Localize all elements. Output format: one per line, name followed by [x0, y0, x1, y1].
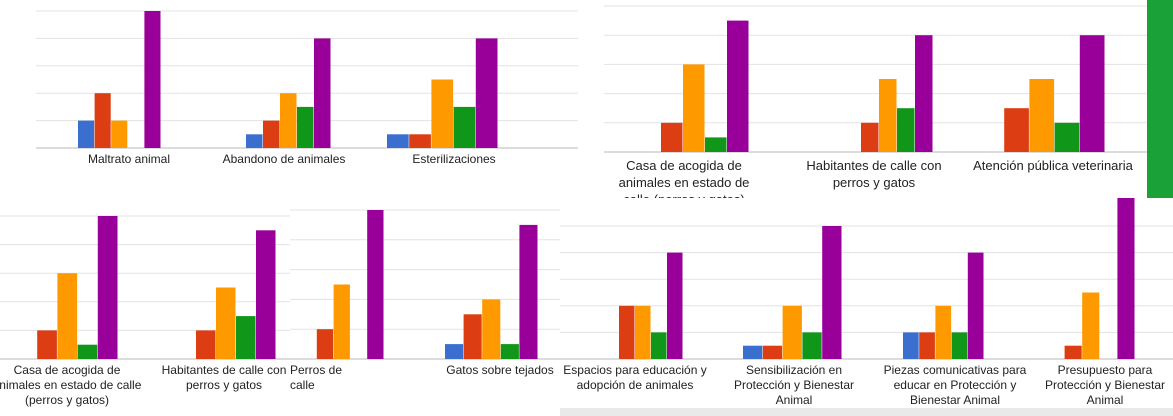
bar — [1029, 79, 1054, 152]
bar — [903, 332, 919, 359]
bar — [968, 253, 984, 359]
chart-5-category-label: Sensibilización en Protección y Bienesta… — [724, 363, 864, 408]
chart-panel-2: Casa de acogida de animales en estado de… — [604, 0, 1148, 200]
chart-5-category-label: Espacios para educación y adopción de an… — [560, 363, 710, 393]
bar — [111, 121, 127, 148]
chart-panel-5: Espacios para educación y adopción de an… — [560, 198, 1173, 416]
bar — [334, 285, 350, 360]
bottom-gray-band — [560, 408, 1173, 416]
bar — [263, 121, 280, 148]
bar — [256, 230, 276, 359]
bar — [431, 80, 453, 149]
bar — [445, 344, 463, 359]
bar — [783, 306, 802, 359]
bar — [935, 306, 951, 359]
bar — [1065, 346, 1082, 359]
chart-4-category-label: Gatos sobre tejados — [440, 363, 560, 378]
bar — [661, 123, 683, 152]
bar — [367, 210, 383, 359]
bar — [919, 332, 935, 359]
bar — [879, 79, 897, 152]
bar — [861, 123, 879, 152]
bar — [683, 64, 705, 152]
bar — [317, 329, 333, 359]
bar — [78, 345, 98, 359]
chart-1-category-label: Maltrato animal — [58, 152, 200, 167]
chart-2-category-label: Atención pública veterinaria — [962, 157, 1144, 174]
bar — [651, 332, 667, 359]
bar — [236, 316, 256, 359]
bar — [1055, 123, 1080, 152]
chart-1-category-label: Esterilizaciones — [383, 152, 525, 167]
chart-4-category-label: Perros de calle — [290, 363, 360, 393]
chart-2-category-label: Casa de acogida de animales en estado de… — [609, 157, 759, 199]
chart-3-category-label: Habitantes de calle con perros y gatos — [158, 363, 290, 393]
bar — [246, 134, 263, 148]
bar — [802, 332, 821, 359]
bar — [37, 330, 57, 359]
bar — [409, 134, 431, 148]
bar — [952, 332, 968, 359]
bar — [1082, 293, 1099, 360]
bar — [216, 288, 236, 360]
chart-2-category-label: Habitantes de calle con perros y gatos — [800, 157, 948, 191]
bar — [57, 273, 77, 359]
chart-5-category-label: Presupuesto para Protección y Bienestar … — [1030, 363, 1173, 408]
chart-panel-3: Casa de acogida de animales en estado de… — [0, 198, 290, 416]
bar — [280, 93, 297, 148]
bar — [743, 346, 762, 359]
chart-1-category-label: Abandono de animales — [213, 152, 355, 167]
bar — [454, 107, 476, 148]
bar — [619, 306, 635, 359]
bar — [897, 108, 915, 152]
chart-3-category-label: Casa de acogida de animales en estado de… — [0, 363, 142, 408]
bar — [297, 107, 314, 148]
bar — [95, 93, 111, 148]
bar — [915, 35, 933, 152]
bar — [144, 11, 160, 148]
bar — [1117, 198, 1134, 359]
chart-panel-4: Perros de calle Gatos sobre tejados — [290, 198, 560, 416]
chart-panel-1: Maltrato animal Abandono de animales Est… — [0, 0, 578, 180]
bar — [519, 225, 537, 359]
bar — [667, 253, 683, 359]
bar — [464, 314, 482, 359]
bar — [314, 38, 331, 148]
bar — [196, 330, 216, 359]
chart-5-category-label: Piezas comunicativas para educar en Prot… — [875, 363, 1035, 408]
bar — [476, 38, 498, 148]
bar — [501, 344, 519, 359]
bar — [727, 21, 749, 152]
bar — [635, 306, 651, 359]
bar — [1004, 108, 1029, 152]
bar — [822, 226, 841, 359]
bar — [387, 134, 409, 148]
bar — [98, 216, 118, 359]
bar — [763, 346, 782, 359]
bar — [78, 121, 94, 148]
bar — [705, 137, 727, 152]
green-accent-strip — [1147, 0, 1173, 200]
bar — [482, 299, 500, 359]
bar — [1080, 35, 1105, 152]
